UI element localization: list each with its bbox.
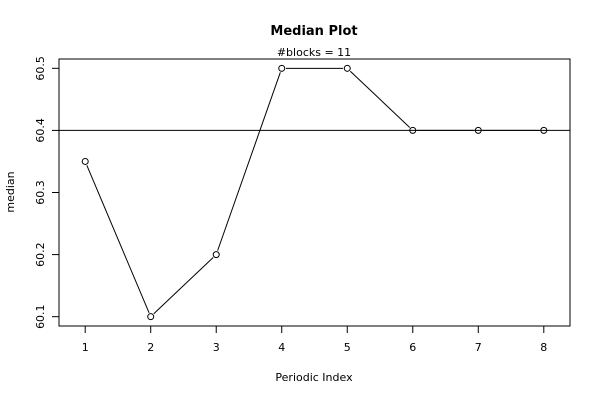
data-point xyxy=(81,157,89,165)
x-axis-label: Periodic Index xyxy=(275,371,353,384)
chart-subtitle: #blocks = 11 xyxy=(277,46,351,59)
data-point xyxy=(474,126,482,134)
x-axis: 1 2 3 4 5 6 7 8 xyxy=(82,325,547,354)
series-line-segment xyxy=(349,70,411,128)
data-point xyxy=(343,64,351,72)
x-tick-label: 4 xyxy=(278,341,285,354)
series-line-segment xyxy=(153,257,214,315)
plot-frame xyxy=(58,58,571,327)
series-line-segment xyxy=(86,165,150,314)
data-point xyxy=(212,251,220,259)
y-tick-label: 60.5 xyxy=(34,56,47,81)
data-point xyxy=(147,313,155,321)
x-tick-label: 5 xyxy=(344,341,351,354)
y-axis: 60.1 60.2 60.3 60.4 60.5 xyxy=(34,56,60,329)
x-tick-label: 7 xyxy=(475,341,482,354)
data-point xyxy=(540,126,548,134)
x-tick-label: 3 xyxy=(213,341,220,354)
y-tick-label: 60.3 xyxy=(34,180,47,205)
y-axis-label: median xyxy=(4,171,17,212)
x-tick-label: 1 xyxy=(82,341,89,354)
y-tick-label: 60.1 xyxy=(34,304,47,329)
x-tick-label: 2 xyxy=(147,341,154,354)
x-tick-label: 6 xyxy=(409,341,416,354)
y-tick-label: 60.2 xyxy=(34,242,47,267)
x-tick-label: 8 xyxy=(540,341,547,354)
data-point xyxy=(278,64,286,72)
data-point xyxy=(409,126,417,134)
chart-title: Median Plot xyxy=(270,24,357,39)
y-tick-label: 60.4 xyxy=(34,118,47,143)
series-line-segment xyxy=(217,72,281,251)
series-layer xyxy=(81,64,548,321)
